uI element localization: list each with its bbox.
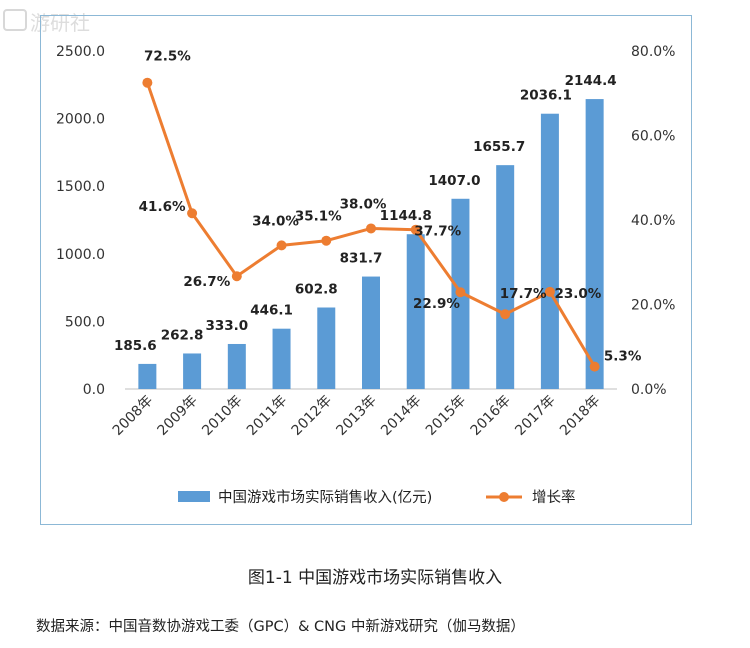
legend-marker-line — [499, 492, 509, 502]
y-left-tick-label: 2000.0 — [56, 112, 105, 128]
bar-value-label: 2144.4 — [565, 73, 617, 89]
x-tick-label: 2010年 — [199, 393, 245, 439]
bar-value-label: 1407.0 — [428, 173, 480, 189]
rate-value-label: 5.3% — [604, 349, 642, 365]
bar-value-label: 185.6 — [114, 338, 157, 354]
bar — [138, 364, 156, 389]
y-right-tick-label: 0.0% — [631, 382, 667, 398]
rate-value-label: 17.7% — [500, 286, 547, 302]
chart: 0.0 500.0 1000.0 1500.0 2000.0 2500.0 0.0% 20.0… — [0, 0, 750, 560]
rate-value-label: 72.5% — [144, 49, 191, 65]
y-left-tick-label: 1000.0 — [56, 247, 105, 263]
bar-value-label: 446.1 — [250, 303, 293, 319]
x-tick-label: 2016年 — [468, 393, 514, 439]
rate-value-label: 37.7% — [414, 224, 461, 240]
rate-value-label: 41.6% — [139, 199, 186, 215]
rate-value-label: 26.7% — [183, 274, 230, 290]
bar-value-label: 333.0 — [205, 318, 248, 334]
rate-value-label: 34.0% — [252, 213, 299, 229]
y-left-tick-label: 500.0 — [65, 314, 105, 330]
bar — [362, 277, 380, 389]
y-left-tick-label: 0.0 — [83, 382, 105, 398]
legend-label-line: 增长率 — [532, 489, 576, 506]
bar — [541, 114, 559, 389]
growth-rate-point — [500, 309, 510, 319]
rate-value-label: 23.0% — [554, 286, 601, 302]
growth-rate-point — [142, 78, 152, 88]
bar — [317, 308, 335, 389]
bar — [273, 329, 291, 389]
growth-rate-point — [321, 236, 331, 246]
x-tick-label: 2015年 — [423, 393, 469, 439]
rate-value-label: 22.9% — [413, 296, 460, 312]
source-note: 数据来源：中国音数协游戏工委（GPC）& CNG 中新游戏研究（伽马数据） — [36, 615, 525, 636]
x-tick-label: 2011年 — [244, 393, 290, 439]
y-right-tick-label: 60.0% — [631, 129, 675, 145]
growth-rate-point — [366, 223, 376, 233]
legend-swatch-bars — [178, 491, 210, 502]
figure-caption: 图1-1 中国游戏市场实际销售收入 — [0, 563, 750, 588]
rate-value-label: 38.0% — [340, 196, 387, 212]
bar — [586, 99, 604, 389]
growth-rate-point — [590, 362, 600, 372]
bar-value-label: 2036.1 — [520, 88, 572, 104]
x-tick-label: 2012年 — [289, 393, 335, 439]
x-tick-label: 2017年 — [512, 393, 558, 439]
bar-value-label: 1655.7 — [473, 139, 525, 155]
y-right-tick-label: 80.0% — [631, 44, 675, 60]
bar — [496, 165, 514, 389]
bar-value-label: 831.7 — [340, 251, 383, 267]
growth-rate-point — [187, 208, 197, 218]
bar — [183, 353, 201, 389]
bar-value-label: 262.8 — [161, 327, 204, 343]
growth-rate-point — [232, 271, 242, 281]
y-right-tick-label: 40.0% — [631, 213, 675, 229]
bar-value-label: 602.8 — [295, 282, 338, 298]
x-tick-label: 2014年 — [378, 393, 424, 439]
growth-rate-point — [277, 240, 287, 250]
x-tick-label: 2009年 — [155, 393, 201, 439]
x-tick-label: 2018年 — [557, 393, 603, 439]
x-tick-label: 2013年 — [333, 393, 379, 439]
y-right-tick-label: 20.0% — [631, 298, 675, 314]
bar-value-label: 1144.8 — [380, 208, 432, 224]
y-left-tick-label: 2500.0 — [56, 44, 105, 60]
rate-value-label: 35.1% — [295, 209, 342, 225]
y-left-tick-label: 1500.0 — [56, 179, 105, 195]
legend-label-bars: 中国游戏市场实际销售收入(亿元) — [218, 489, 432, 506]
x-tick-label: 2008年 — [110, 393, 156, 439]
bar — [228, 344, 246, 389]
